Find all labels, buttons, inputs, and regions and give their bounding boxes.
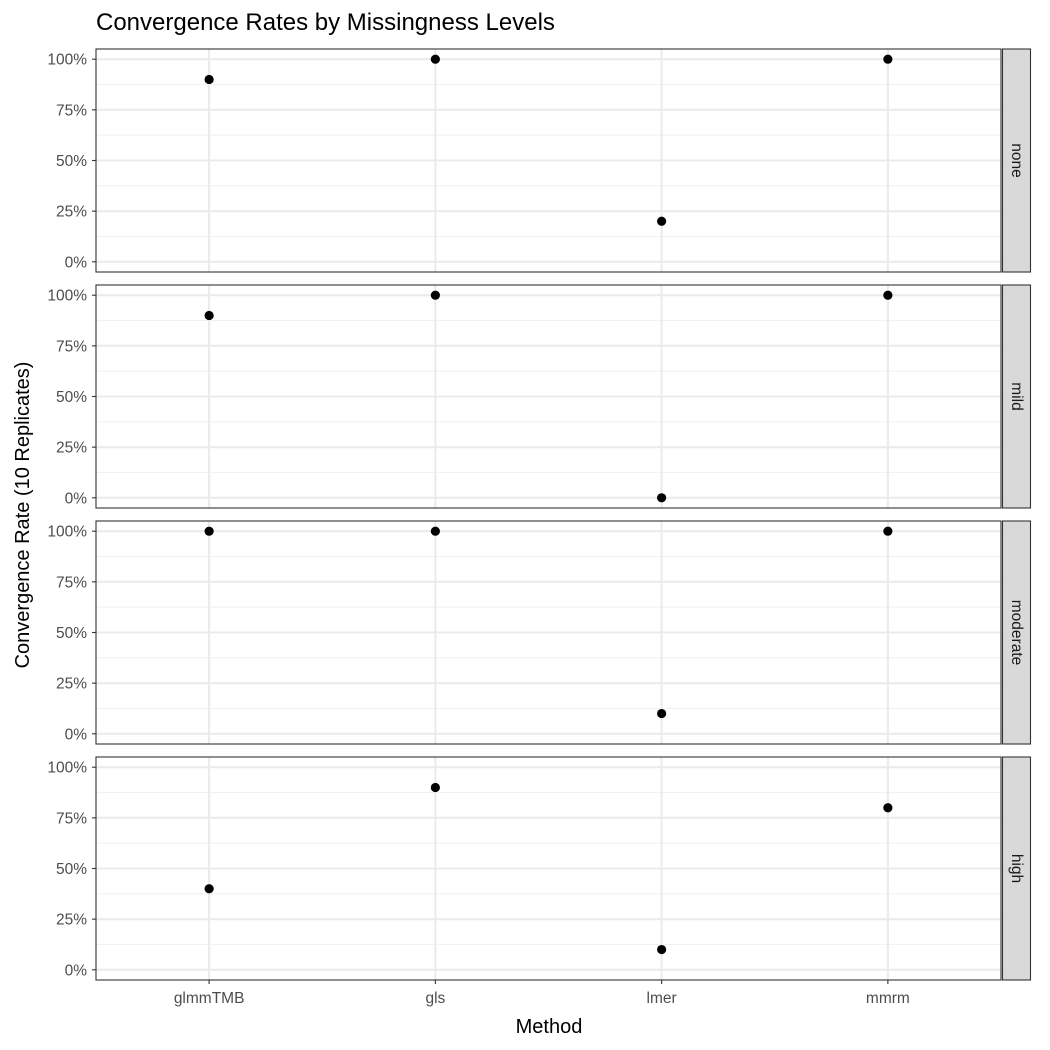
y-tick-label: 100%	[47, 760, 87, 777]
panel-border	[95, 756, 1002, 981]
y-tick-label: 75%	[56, 338, 87, 355]
x-axis-title: Method	[516, 1016, 583, 1038]
y-tick-label: 100%	[47, 52, 87, 69]
data-point-glmmTMB	[204, 526, 214, 536]
facet-strip	[1001, 520, 1032, 745]
data-point-glmmTMB	[204, 884, 214, 894]
data-point-lmer	[657, 944, 667, 955]
y-tick-label: 50%	[56, 861, 87, 878]
panel-border	[95, 48, 1002, 273]
facet-strip-label: mild	[1008, 382, 1025, 410]
data-point-mmrm	[883, 803, 893, 813]
y-tick-label: 75%	[56, 102, 87, 119]
facet-strip	[1001, 48, 1032, 273]
data-point-mmrm	[883, 54, 893, 64]
data-point-lmer	[657, 216, 667, 226]
facet-panel-high: 0% 25% 50% 75% 100% high	[47, 756, 1032, 981]
data-point-gls	[430, 54, 440, 64]
data-point-mmrm	[883, 290, 893, 300]
y-tick-label: 25%	[56, 912, 87, 929]
y-tick-label: 0%	[65, 490, 88, 507]
facet-strip-label: high	[1008, 854, 1025, 883]
data-point-gls	[430, 526, 440, 536]
data-point-glmmTMB	[204, 310, 214, 321]
x-tick-label: glmmTMB	[174, 990, 245, 1007]
x-tick-label: lmer	[647, 990, 677, 1007]
facet-panel-none: 0% 25% 50% 75% 100% none	[47, 48, 1032, 273]
x-tick-label: mmrm	[866, 990, 910, 1007]
data-point-gls	[430, 290, 440, 300]
y-tick-label: 50%	[56, 625, 87, 642]
panel-border	[95, 520, 1002, 745]
y-tick-label: 100%	[47, 288, 87, 305]
y-tick-label: 25%	[56, 676, 87, 693]
x-tick-label: gls	[425, 990, 445, 1007]
facet-panel-mild: 0% 25% 50% 75% 100% mild	[47, 284, 1032, 509]
y-tick-label: 75%	[56, 574, 87, 591]
data-point-lmer	[657, 708, 667, 719]
facet-panel-moderate: 0% 25% 50% 75% 100% moderate	[47, 520, 1032, 745]
facet-strip-label: none	[1008, 143, 1025, 177]
facet-strip-label: moderate	[1008, 600, 1025, 665]
y-tick-label: 0%	[65, 726, 88, 743]
chart-title: Convergence Rates by Missingness Levels	[96, 9, 555, 36]
y-axis-title: Convergence Rate (10 Replicates)	[12, 362, 34, 669]
data-point-mmrm	[883, 526, 893, 536]
y-tick-label: 0%	[65, 254, 88, 271]
y-tick-label: 0%	[65, 962, 88, 979]
facet-strip	[1001, 756, 1032, 981]
y-tick-label: 100%	[47, 524, 87, 541]
data-point-lmer	[657, 493, 667, 503]
data-point-glmmTMB	[204, 74, 214, 85]
x-axis: glmmTMB gls lmer mmrm	[174, 980, 910, 1007]
y-tick-label: 50%	[56, 389, 87, 406]
panel-border	[95, 284, 1002, 509]
y-tick-label: 50%	[56, 153, 87, 170]
facet-strip	[1001, 284, 1032, 509]
y-tick-label: 75%	[56, 810, 87, 827]
y-tick-label: 25%	[56, 440, 87, 457]
y-tick-label: 25%	[56, 204, 87, 221]
facet-panels: 0%25%50%75%100%none0%25%50%75%100%mild0%…	[47, 48, 1032, 981]
data-point-gls	[430, 782, 440, 793]
